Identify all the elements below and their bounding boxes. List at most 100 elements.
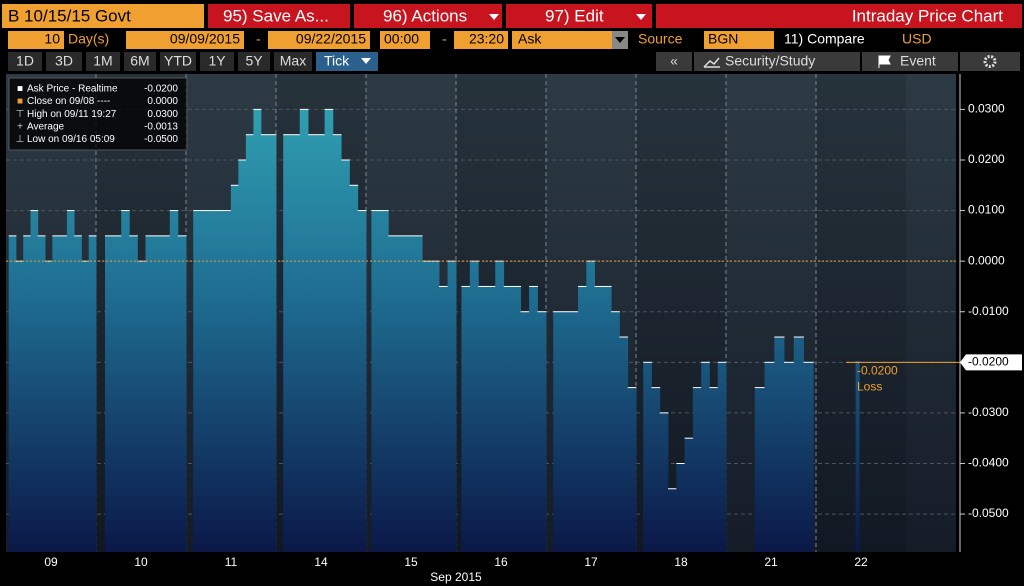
price-bar (215, 210, 224, 553)
period-button[interactable] (274, 52, 312, 71)
period-button[interactable] (46, 52, 82, 71)
period-button[interactable] (124, 52, 156, 71)
end-time[interactable]: 23:20 (469, 31, 504, 47)
price-bar (223, 210, 232, 553)
back-label[interactable]: « (670, 53, 678, 69)
study-label[interactable]: Security/Study (725, 53, 815, 69)
period-button[interactable] (160, 52, 196, 71)
legend-glyph: + (17, 121, 23, 132)
input-start-time[interactable] (380, 31, 430, 49)
price-bar (88, 235, 97, 552)
legend-label: High on 09/11 19:27 (27, 109, 117, 120)
dropdown-icon (615, 37, 625, 43)
menu-button[interactable] (208, 4, 350, 28)
legend: ■ Ask Price - Realtime -0.0200 ■ Close on 09… (16, 84, 179, 145)
end-date[interactable]: 09/22/2015 (296, 31, 366, 47)
price-bar (495, 261, 505, 552)
period-label[interactable]: YTD (164, 53, 192, 69)
dropdown-icon (636, 14, 646, 20)
price-bar (208, 210, 217, 553)
price-bar (447, 261, 457, 552)
input-end-time[interactable] (454, 31, 508, 49)
price-bar (253, 109, 262, 552)
tick-button[interactable] (316, 52, 378, 71)
price-bar (169, 210, 179, 553)
price-bar (15, 261, 24, 552)
price-bar (764, 362, 775, 552)
study-button[interactable] (694, 52, 860, 71)
menu-item[interactable]: 96) Actions (383, 6, 467, 25)
source[interactable]: BGN (708, 31, 738, 47)
price-bar (23, 235, 31, 552)
period-label[interactable]: 5Y (245, 53, 263, 69)
price-bar (74, 235, 82, 552)
price-bar (651, 387, 661, 552)
price-bar (260, 134, 269, 552)
x-tick-label: 11 (225, 555, 238, 569)
annotation-value: -0.0200 (857, 363, 898, 377)
period-label[interactable]: 6M (130, 53, 149, 69)
count[interactable]: 10 (44, 31, 60, 47)
price-bar (8, 235, 17, 552)
period-label[interactable]: 3D (55, 53, 73, 69)
period-label[interactable]: 1D (16, 53, 34, 69)
security[interactable]: B 10/15/15 Govt (8, 6, 131, 25)
price-bar (37, 235, 46, 552)
period-button[interactable] (86, 52, 120, 71)
currency[interactable]: USD (902, 31, 932, 47)
period-label[interactable]: Max (280, 53, 306, 69)
tick-label[interactable]: Tick (324, 53, 350, 69)
input-field[interactable] (512, 31, 612, 49)
period-label[interactable]: 1M (93, 53, 112, 69)
price-bar (676, 463, 685, 552)
price-bar (553, 311, 562, 552)
x-tick-label: 17 (584, 555, 598, 569)
legend-label: Close on 09/08 ---- (27, 96, 110, 107)
price-bar (413, 235, 423, 552)
source-label: Source (638, 31, 683, 47)
price-bar (357, 210, 367, 553)
legend-glyph: ⊥ (16, 134, 25, 145)
price-bar (659, 412, 669, 552)
price-bar (578, 286, 587, 552)
input-start-date[interactable] (126, 31, 244, 49)
period-button[interactable] (200, 52, 234, 71)
legend-glyph: ⊤ (16, 109, 25, 120)
compare[interactable]: 11) Compare (784, 31, 865, 47)
x-tick-label: 09 (44, 555, 58, 569)
period-label[interactable]: 1Y (208, 53, 226, 69)
security-box[interactable] (2, 4, 204, 28)
menu-button[interactable] (354, 4, 502, 28)
price-bar (803, 362, 814, 552)
back-button[interactable] (656, 52, 692, 71)
event-label[interactable]: Event (900, 53, 936, 69)
period-button[interactable] (238, 52, 270, 71)
price-bar (461, 286, 471, 552)
start-date[interactable]: 09/09/2015 (170, 31, 240, 47)
settings-button[interactable] (960, 52, 1020, 71)
price-bar (643, 362, 652, 552)
price-bar (701, 362, 710, 552)
start-time[interactable]: 00:00 (384, 31, 419, 47)
price-bar (299, 109, 309, 552)
input-end-date[interactable] (268, 31, 370, 49)
price-bar (66, 210, 75, 553)
input-count[interactable] (8, 31, 64, 49)
legend-value: 0.0000 (147, 96, 178, 107)
price-bar (316, 134, 325, 552)
y-axis-panel (960, 74, 1024, 552)
y-tick-label: 0.0300 (968, 102, 1005, 116)
menu-item[interactable]: 97) Edit (545, 6, 604, 25)
price-bar (561, 311, 571, 552)
field[interactable]: Ask (518, 31, 542, 47)
legend-label: Average (27, 121, 65, 132)
price-bar (349, 185, 359, 552)
menu-item[interactable]: 95) Save As... (223, 6, 329, 25)
menu-button[interactable] (506, 4, 652, 28)
period-button[interactable] (8, 52, 42, 71)
price-bar (52, 235, 61, 552)
x-axis-title: Sep 2015 (430, 570, 482, 584)
price-bar (668, 488, 677, 552)
input-source[interactable] (704, 31, 774, 49)
